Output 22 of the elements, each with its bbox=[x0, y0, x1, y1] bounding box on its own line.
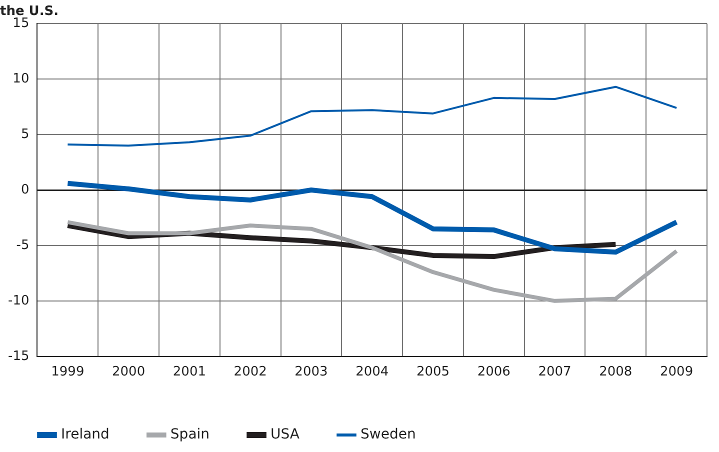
y-tick-label: -5 bbox=[16, 238, 30, 253]
x-tick-label: 2008 bbox=[599, 364, 632, 380]
legend-label: Sweden bbox=[360, 426, 416, 443]
legend-label: Ireland bbox=[61, 426, 110, 443]
x-tick-label: 2007 bbox=[538, 364, 572, 380]
x-tick-label: 2000 bbox=[112, 364, 146, 380]
x-tick-label: 2001 bbox=[172, 364, 206, 380]
x-tick-label: 2004 bbox=[356, 364, 389, 380]
x-tick-label: 2002 bbox=[234, 364, 267, 380]
x-tick-label: 1999 bbox=[51, 364, 84, 380]
x-tick-label: 2009 bbox=[660, 364, 694, 380]
legend-label: USA bbox=[270, 426, 300, 443]
x-tick-label: 2006 bbox=[477, 364, 510, 380]
y-tick-label: -15 bbox=[8, 348, 30, 364]
y-tick-label: 5 bbox=[20, 126, 30, 142]
y-tick-label: 0 bbox=[20, 182, 30, 198]
y-tick-label: 15 bbox=[12, 16, 30, 31]
y-tick-label: 10 bbox=[12, 71, 30, 86]
y-tick-label: -10 bbox=[8, 293, 30, 308]
legend-label: Spain bbox=[170, 426, 210, 443]
x-tick-label: 2005 bbox=[416, 364, 450, 380]
x-tick-label: 2003 bbox=[294, 364, 328, 380]
